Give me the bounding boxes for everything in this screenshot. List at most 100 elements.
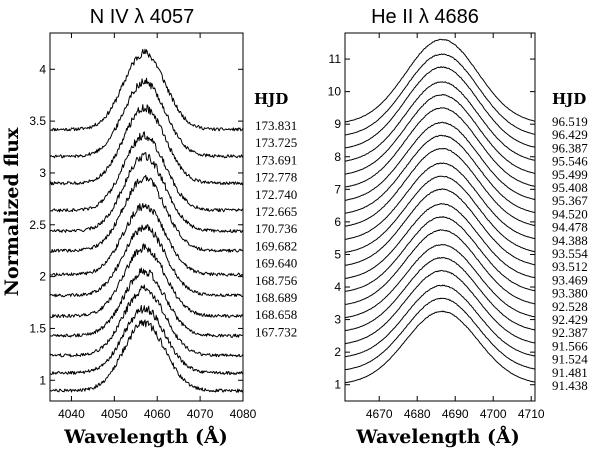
n-iv-hjd-label: 167.732 xyxy=(255,324,297,339)
he-ii-hjd-label: 94.388 xyxy=(552,233,588,248)
he-ii-spectrum-96.429 xyxy=(345,53,536,136)
n-iv-x-tick-label: 4050 xyxy=(101,407,128,421)
he-ii-spectrum-95.546 xyxy=(344,81,536,162)
he-ii-spectrum-92.387 xyxy=(344,257,536,331)
n-iv-spectrum-168.658 xyxy=(49,305,244,375)
he-ii-hjd-label: 96.429 xyxy=(552,127,588,142)
n-iv-x-axis-label: Wavelength (Å) xyxy=(63,425,227,448)
he-ii-hjd-label: 91.566 xyxy=(552,338,588,353)
n-iv-spectrum-168.756 xyxy=(49,267,244,338)
n-iv-x-tick-label: 4040 xyxy=(58,407,85,421)
he-ii-spectrum-93.512 xyxy=(344,188,535,266)
y-axis-label: Normalized flux xyxy=(1,127,23,296)
n-iv-hjd-label: 173.725 xyxy=(255,135,297,150)
n-iv-hjd-label: 170.736 xyxy=(255,221,298,236)
n-iv-y-tick-label: 4 xyxy=(39,62,46,76)
n-iv-spectrum-170.736 xyxy=(49,203,244,277)
n-iv-spectrum-173.831 xyxy=(49,48,244,132)
n-iv-x-tick-label: 4060 xyxy=(144,407,171,421)
he-ii-hjd-label: 93.469 xyxy=(552,272,588,287)
he-ii-hjd-header: HJD xyxy=(552,90,586,108)
he-ii-spectrum-95.367 xyxy=(344,121,536,201)
he-ii-spectrum-92.528 xyxy=(344,229,536,305)
he-ii-hjd-label: 94.478 xyxy=(552,220,588,235)
he-ii-x-tick-label: 4680 xyxy=(404,407,431,421)
n-iv-hjd-label: 168.658 xyxy=(255,307,297,322)
n-iv-y-tick-label: 3.5 xyxy=(29,114,46,128)
n-iv-hjd-label: 168.689 xyxy=(255,290,297,305)
he-ii-spectrum-91.438 xyxy=(344,310,536,384)
he-ii-spectrum-95.499 xyxy=(345,94,536,175)
he-ii-hjd-label: 93.512 xyxy=(552,259,588,274)
n-iv-spectrum-168.689 xyxy=(49,284,244,358)
he-ii-spectrum-94.388 xyxy=(344,162,536,240)
he-ii-spectrum-95.408 xyxy=(344,107,536,188)
n-iv-hjd-header: HJD xyxy=(254,90,288,108)
n-iv-hjd-labels: 173.831 173.725 173.691 172.778 172.740 172.6… xyxy=(255,118,298,339)
he-ii-x-tick-label: 4710 xyxy=(518,407,545,421)
he-ii-hjd-label: 92.387 xyxy=(552,325,588,340)
he-ii-hjd-label: 91.481 xyxy=(552,365,588,380)
he-ii-y-tick-label: 4 xyxy=(334,280,341,294)
n-iv-spectrum-172.740 xyxy=(49,152,244,233)
he-ii-hjd-label: 95.499 xyxy=(552,167,588,182)
he-ii-title: He II λ 4686 xyxy=(371,6,479,28)
n-iv-panel: N IV λ 4057 4040 4050 4060 4070 4080 1 1.5 2 2.5… xyxy=(1,6,298,448)
he-ii-axes: 4670 4680 4690 4700 4710 1 2 3 4 5 6 7 8 9 10 11 xyxy=(328,33,545,421)
he-ii-hjd-label: 91.438 xyxy=(552,378,588,393)
n-iv-hjd-label: 173.691 xyxy=(255,152,297,167)
he-ii-hjd-label: 94.520 xyxy=(552,206,588,221)
n-iv-spectrum-172.778 xyxy=(49,131,243,213)
he-ii-x-tick-label: 4700 xyxy=(480,407,507,421)
n-iv-spectra xyxy=(49,48,244,393)
he-ii-spectrum-91.566 xyxy=(344,269,536,345)
he-ii-y-tick-label: 1 xyxy=(334,378,341,392)
n-iv-plot-frame xyxy=(49,32,244,402)
n-iv-x-tick-label: 4080 xyxy=(230,407,257,421)
he-ii-hjd-label: 92.429 xyxy=(552,312,588,327)
he-ii-x-tick-label: 4690 xyxy=(442,407,469,421)
n-iv-y-tick-label: 2 xyxy=(39,270,46,284)
he-ii-hjd-label: 96.519 xyxy=(552,114,588,129)
he-ii-x-axis-label: Wavelength (Å) xyxy=(355,425,519,448)
n-iv-spectrum-173.725 xyxy=(49,77,244,159)
he-ii-hjd-label: 95.408 xyxy=(552,180,588,195)
he-ii-spectrum-93.554 xyxy=(345,175,536,253)
n-iv-title: N IV λ 4057 xyxy=(90,6,195,28)
he-ii-hjd-label: 93.554 xyxy=(552,246,588,261)
he-ii-hjd-label: 95.367 xyxy=(552,193,588,208)
n-iv-hjd-label: 173.831 xyxy=(255,118,297,133)
he-ii-y-tick-label: 3 xyxy=(334,313,341,327)
n-iv-hjd-label: 169.682 xyxy=(255,238,297,253)
n-iv-y-tick-label: 2.5 xyxy=(29,218,46,232)
n-iv-hjd-label: 168.756 xyxy=(255,273,298,288)
he-ii-spectrum-93.380 xyxy=(345,216,536,292)
he-ii-spectrum-91.481 xyxy=(344,297,536,371)
n-iv-spectrum-169.640 xyxy=(49,243,244,318)
n-iv-y-tick-label: 1.5 xyxy=(29,321,46,335)
he-ii-y-tick-label: 2 xyxy=(334,345,341,359)
n-iv-y-tick-label: 1 xyxy=(39,373,46,387)
he-ii-hjd-label: 95.546 xyxy=(552,154,588,169)
he-ii-x-tick-label: 4670 xyxy=(366,407,393,421)
he-ii-spectrum-96.387 xyxy=(344,66,536,149)
he-ii-hjd-label: 92.528 xyxy=(552,299,588,314)
n-iv-spectrum-173.691 xyxy=(49,104,244,186)
he-ii-hjd-label: 91.524 xyxy=(552,352,588,367)
he-ii-y-tick-label: 7 xyxy=(334,182,341,196)
he-ii-y-tick-label: 6 xyxy=(334,215,341,229)
he-ii-y-tick-label: 11 xyxy=(329,52,342,66)
he-ii-spectra xyxy=(344,38,536,384)
he-ii-hjd-label: 93.380 xyxy=(552,286,588,301)
he-ii-spectrum-92.429 xyxy=(344,244,536,318)
n-iv-x-tick-label: 4070 xyxy=(187,407,214,421)
he-ii-spectrum-91.524 xyxy=(344,284,536,358)
he-ii-spectrum-94.520 xyxy=(345,134,536,214)
he-ii-spectrum-94.478 xyxy=(344,148,536,227)
he-ii-spectrum-93.469 xyxy=(344,203,536,279)
he-ii-spectrum-96.519 xyxy=(344,38,536,123)
n-iv-hjd-label: 172.778 xyxy=(255,170,297,185)
n-iv-hjd-label: 172.740 xyxy=(255,187,297,202)
n-iv-spectrum-167.732 xyxy=(49,319,244,393)
